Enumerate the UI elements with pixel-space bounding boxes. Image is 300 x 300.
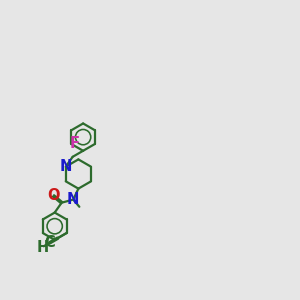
Text: N: N [59, 159, 72, 174]
Text: C: C [45, 235, 56, 250]
Text: O: O [47, 188, 60, 203]
Text: F: F [70, 136, 80, 152]
Text: N: N [67, 192, 80, 207]
Text: H: H [37, 240, 49, 255]
